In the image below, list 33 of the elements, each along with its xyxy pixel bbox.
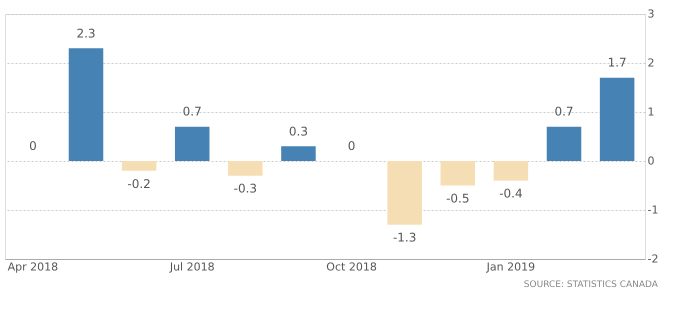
- y-tick-label: 0: [648, 154, 654, 168]
- data-label: 0.7: [182, 104, 202, 119]
- y-tick-label: 1: [648, 106, 654, 118]
- bar: [122, 161, 156, 171]
- bar: [174, 126, 210, 161]
- bar: [546, 126, 582, 161]
- data-label: -0.2: [127, 176, 151, 191]
- data-label: 1.7: [608, 56, 627, 70]
- data-label: -0.4: [499, 186, 523, 201]
- bar: [228, 161, 263, 176]
- data-label: -0.5: [446, 192, 470, 206]
- data-label: 2.3: [76, 26, 96, 40]
- y-tick-label: -2: [648, 252, 658, 266]
- x-tick-label: Jul 2018: [168, 260, 215, 274]
- data-label: -1.3: [392, 230, 416, 245]
- data-label: 0: [29, 139, 37, 153]
- bar: [494, 161, 528, 181]
- bar: [68, 48, 104, 161]
- x-tick-label: Apr 2018: [8, 260, 58, 274]
- source-note: SOURCE: STATISTICS CANADA: [524, 280, 659, 290]
- bar: [281, 146, 316, 161]
- bar: [440, 161, 476, 186]
- data-label: 0: [348, 139, 356, 153]
- x-tick-label: Oct 2018: [326, 260, 377, 274]
- data-label: -0.3: [234, 182, 258, 196]
- data-label: 0.3: [288, 124, 308, 138]
- y-tick-label: 3: [648, 8, 654, 20]
- bar: [387, 161, 422, 225]
- data-label: 0.7: [554, 104, 574, 119]
- y-tick-label: 2: [648, 56, 654, 70]
- x-tick-label: Jan 2019: [486, 260, 536, 274]
- y-tick-label: -1: [648, 204, 658, 216]
- bar: [600, 78, 634, 161]
